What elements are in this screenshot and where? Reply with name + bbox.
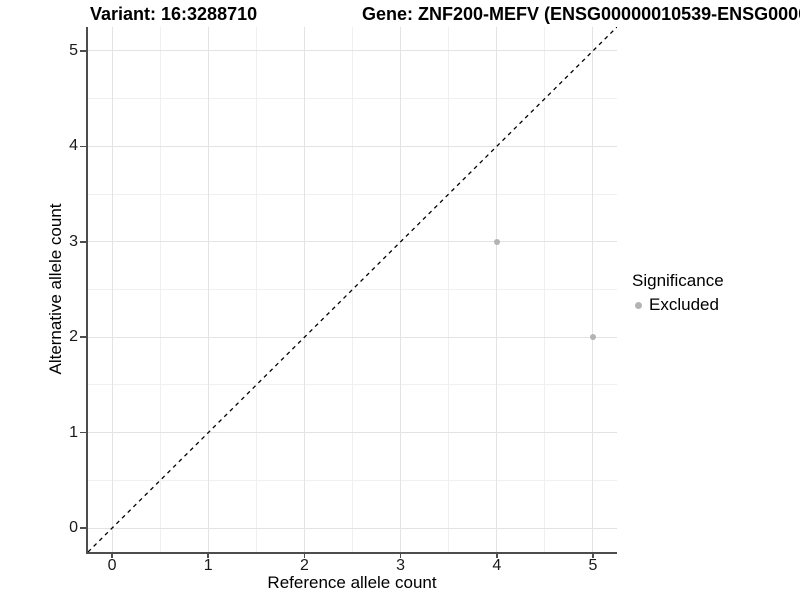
gridline-y-major: [88, 527, 617, 529]
gridline-x-major: [111, 27, 113, 552]
gridline-x-major: [400, 27, 402, 552]
y-tick-label: 3: [69, 232, 78, 250]
gridline-y-major: [88, 336, 617, 338]
gridline-y-minor: [88, 479, 617, 481]
y-tick-mark: [80, 336, 86, 338]
y-tick-label: 5: [69, 41, 78, 59]
y-tick-label: 2: [69, 328, 78, 346]
y-axis-title: Alternative allele count: [46, 203, 65, 375]
legend: Significance Excluded: [632, 270, 724, 315]
x-axis-title: Reference allele count: [267, 573, 437, 592]
gridline-x-major: [303, 27, 305, 552]
y-tick-mark: [80, 241, 86, 243]
y-tick-mark: [80, 145, 86, 148]
x-tick-mark: [111, 554, 113, 558]
x-tick-mark: [496, 554, 498, 558]
gridline-y-minor: [88, 193, 617, 195]
x-tick-mark: [207, 554, 209, 558]
excluded-marker-icon: [635, 301, 642, 309]
y-tick-mark: [80, 527, 86, 529]
x-tick-label: 4: [492, 557, 502, 574]
x-tick-label: 1: [203, 557, 213, 574]
data-point: [589, 334, 596, 341]
x-tick-label: 0: [107, 557, 117, 574]
gene-title: Gene: ZNF200-MEFV (ENSG00000010539-ENSG0…: [362, 4, 800, 24]
y-tick-label: 0: [69, 519, 78, 537]
x-tick-label: 2: [299, 557, 309, 574]
y-tick-label: 1: [69, 423, 78, 441]
plot-panel: [86, 27, 617, 554]
gridline-y-major: [88, 50, 617, 52]
x-tick-label: 3: [396, 557, 406, 574]
y-tick-mark: [80, 431, 86, 434]
legend-entry-excluded: Excluded: [632, 295, 724, 315]
y-tick-label: 4: [69, 137, 78, 155]
data-point: [493, 238, 500, 245]
gridline-y-major: [88, 145, 617, 147]
gridline-x-major: [496, 27, 498, 552]
gridline-y-minor: [88, 289, 617, 290]
x-tick-mark: [592, 554, 594, 558]
x-tick-mark: [399, 554, 402, 558]
gridline-y-minor: [88, 384, 617, 386]
gridline-y-major: [88, 241, 617, 243]
gridline-x-major: [207, 27, 209, 552]
y-tick-mark: [80, 50, 86, 52]
variant-title: Variant: 16:3288710: [90, 4, 258, 24]
gridline-y-major: [88, 432, 617, 434]
identity-line: [88, 27, 617, 552]
x-tick-label: 5: [588, 557, 598, 574]
legend-title: Significance: [632, 271, 724, 290]
legend-entry-label: Excluded: [649, 295, 719, 314]
x-tick-mark: [303, 554, 306, 558]
gridline-y-minor: [88, 98, 617, 100]
gridline-x-major: [592, 27, 594, 552]
